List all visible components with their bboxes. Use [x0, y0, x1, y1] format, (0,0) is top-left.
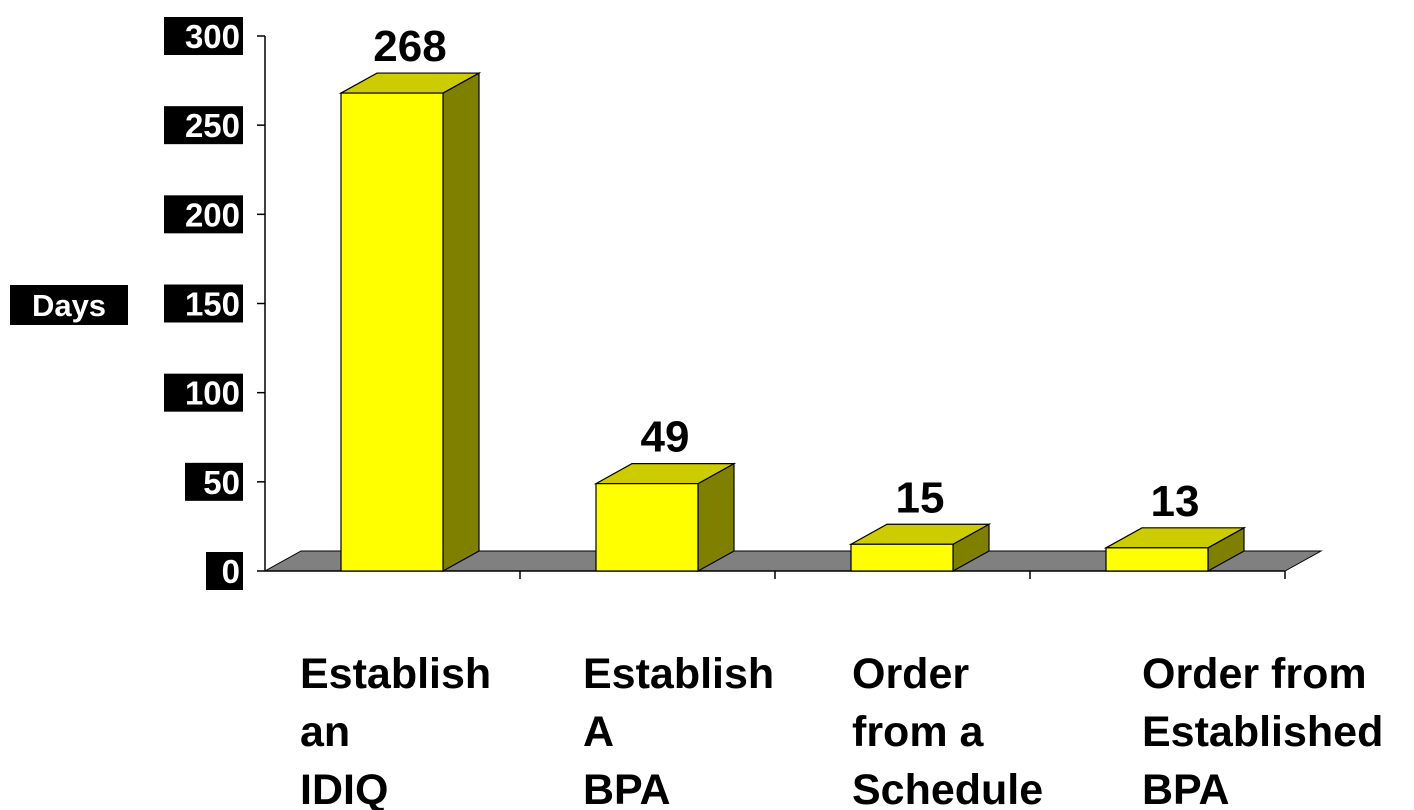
bar	[593, 462, 737, 573]
x-category-label-line: Establish	[583, 650, 774, 698]
x-category-label-line: BPA	[583, 766, 671, 810]
bars	[338, 72, 1247, 573]
x-category-label-line: Schedule	[852, 766, 1043, 810]
y-tick-label: 200	[185, 196, 240, 233]
x-category-label-line: A	[583, 708, 614, 756]
x-category-label-line: an	[300, 708, 350, 756]
y-tick-label: 300	[185, 18, 240, 55]
bar	[848, 523, 992, 573]
data-label: 15	[896, 473, 945, 522]
data-label: 268	[373, 22, 446, 71]
y-tick-label-bg	[164, 106, 243, 145]
y-tick-label: 150	[185, 286, 240, 323]
bar-front-face	[1105, 547, 1209, 572]
y-tick-label-bg	[206, 552, 243, 590]
y-tick-label-bg	[164, 17, 243, 55]
y-axis-title-bg	[10, 285, 128, 325]
x-category-label-line: Establish	[300, 650, 491, 698]
y-tick-label: 100	[185, 375, 240, 412]
y-tick-label-bg	[185, 462, 243, 501]
y-tick-label: 0	[222, 553, 240, 590]
x-category-label-line: Order from	[1142, 650, 1367, 698]
x-category-label-line: BPA	[1142, 766, 1230, 810]
x-category-label-line: IDIQ	[300, 766, 388, 810]
x-category-label: Order from a Schedule	[852, 650, 1043, 810]
x-category-label: Establish A BPA	[583, 650, 774, 810]
x-category-label: Establish an IDIQ	[300, 650, 491, 810]
data-label: 13	[1151, 477, 1200, 526]
bar	[338, 72, 482, 573]
bar	[1103, 526, 1247, 573]
bar-side-face	[442, 72, 480, 573]
chart-axes: 0 50 100 150 200 250 300 Days	[10, 17, 1286, 590]
bar-front-face	[595, 483, 699, 572]
x-category-label-line: from a	[852, 708, 985, 756]
data-label: 49	[641, 413, 690, 462]
bar-front-face	[850, 543, 954, 572]
y-tick-label: 50	[203, 464, 240, 501]
y-tick-label-bg	[164, 373, 243, 412]
y-tick-label-bg	[164, 284, 243, 323]
y-tick-label: 250	[185, 107, 240, 144]
bar-front-face	[340, 92, 444, 572]
x-category-label-line: Established	[1142, 708, 1383, 756]
x-category-label-line: Order	[852, 650, 969, 698]
y-tick-label-bg	[164, 195, 243, 234]
y-axis-title: Days	[32, 288, 106, 323]
x-category-label: Order from Established BPA	[1142, 650, 1383, 810]
